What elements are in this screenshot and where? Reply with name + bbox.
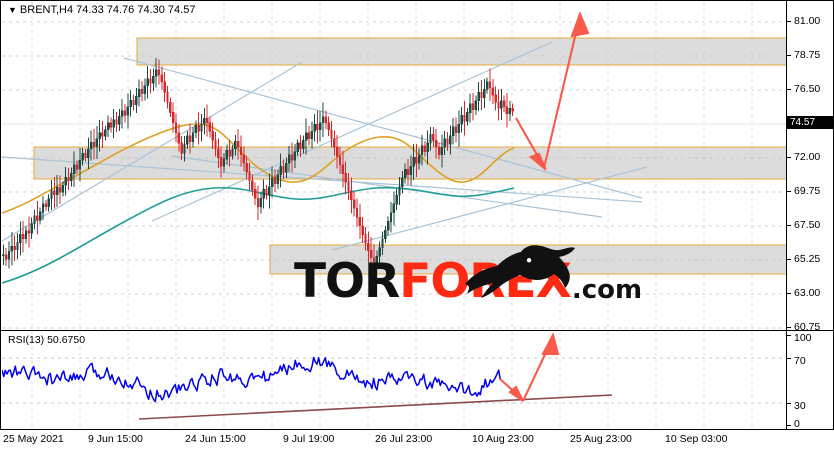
forecast-arrow-rsi <box>499 332 560 402</box>
ma-fast-line <box>2 123 515 214</box>
rsi-scale[interactable]: 100 70 30 0 <box>786 331 833 429</box>
price-tick-1: 78.75 <box>794 48 821 61</box>
rsi-gridlines <box>2 357 787 404</box>
rsi-chart-svg <box>2 332 787 429</box>
price-tick-2: 76.50 <box>794 82 821 95</box>
date-tick-4: 26 Jul 23:00 <box>375 433 433 445</box>
rsi-plot-area[interactable]: RSI(13) 50.6750 <box>2 332 787 429</box>
symbol-ohlc-label: BRENT,H4 74.33 74.76 74.30 74.57 <box>19 4 196 16</box>
price-tick-7: 65.25 <box>794 252 821 265</box>
price-chart-svg <box>2 2 787 329</box>
date-tick-6: 25 Aug 23:00 <box>570 433 632 445</box>
date-tick-0: 25 May 2021 <box>3 433 64 445</box>
rsi-tick-1: 70 <box>794 354 806 367</box>
lower-demand-zone <box>269 244 787 275</box>
price-tick-9: 60.75 <box>794 320 821 333</box>
rsi-tick-0: 100 <box>794 331 812 344</box>
trendline-descending-upper <box>123 57 643 199</box>
date-axis: 25 May 2021 9 Jun 15:00 24 Jun 15:00 9 J… <box>0 430 834 456</box>
trendline-ascending-mid <box>151 41 553 222</box>
rsi-panel: RSI(13) 50.6750 100 70 30 0 <box>0 330 834 430</box>
ma-slow-line <box>2 186 515 284</box>
date-tick-2: 24 Jun 15:00 <box>185 433 246 445</box>
rsi-tick-3: 0 <box>794 417 800 430</box>
date-tick-3: 9 Jul 19:00 <box>283 433 335 445</box>
price-scale[interactable]: 81.00 78.75 76.50 74.25 72.00 69.75 67.5… <box>786 1 833 333</box>
rsi-line <box>2 356 502 403</box>
price-panel: TOR FOREX .com ▼ BRENT,H4 74.33 74.76 74.… <box>0 0 834 333</box>
upper-supply-zone <box>136 37 787 66</box>
price-tick-4: 72.00 <box>794 150 821 163</box>
date-tick-1: 9 Jun 15:00 <box>88 433 143 445</box>
collapse-caret-icon[interactable]: ▼ <box>8 5 17 15</box>
rsi-vertical-gridlines <box>31 332 753 429</box>
trendline-ascending-lower <box>2 61 303 242</box>
forecast-arrow-price <box>515 11 590 172</box>
date-tick-5: 10 Aug 23:00 <box>472 433 534 445</box>
rsi-header-label: RSI(13) 50.6750 <box>8 334 86 346</box>
current-price-badge: 74.57 <box>786 116 833 129</box>
trendline-descending-mid <box>2 156 643 203</box>
price-plot-area[interactable]: TOR FOREX .com ▼ BRENT,H4 74.33 74.76 74.… <box>2 2 787 329</box>
price-tick-6: 67.50 <box>794 218 821 231</box>
price-tick-5: 69.75 <box>794 184 821 197</box>
chart-header: ▼ BRENT,H4 74.33 74.76 74.30 74.57 <box>8 5 195 16</box>
date-tick-7: 10 Sep 03:00 <box>665 433 728 445</box>
candlestick-series <box>2 58 514 277</box>
price-tick-8: 63.00 <box>794 286 821 299</box>
rsi-trendline <box>138 394 613 420</box>
price-tick-0: 81.00 <box>794 14 821 27</box>
rsi-tick-2: 30 <box>794 399 806 412</box>
